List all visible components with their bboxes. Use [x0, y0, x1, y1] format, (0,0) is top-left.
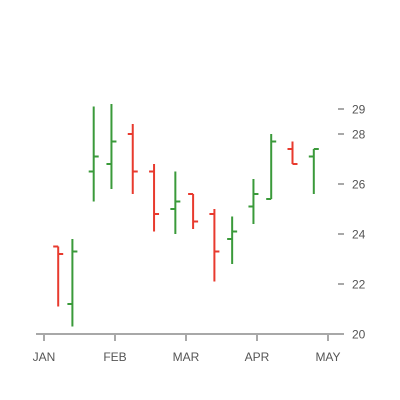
y-tick-label: 20 — [352, 328, 366, 342]
ohlc-bar — [127, 124, 138, 194]
y-tick-label: 22 — [352, 278, 366, 292]
x-tick-label: JAN — [33, 350, 56, 364]
ohlc-bar — [149, 164, 160, 232]
x-tick-label: MAR — [173, 350, 200, 364]
ohlc-bar — [53, 245, 64, 307]
y-axis: 20 22 24 26 28 29 — [338, 103, 366, 342]
y-tick-label: 24 — [352, 228, 366, 242]
x-axis: JAN FEB MAR APR MAY — [33, 333, 344, 364]
y-tick-label: 29 — [352, 103, 366, 117]
ohlc-bar — [266, 134, 277, 200]
x-tick-label: FEB — [103, 350, 126, 364]
y-tick-label: 26 — [352, 178, 366, 192]
x-tick-label: MAY — [315, 350, 340, 364]
ohlc-bar — [209, 209, 220, 282]
y-tick-label: 28 — [352, 128, 366, 142]
ohlc-bar — [287, 141, 298, 165]
ohlc-bar — [248, 179, 259, 224]
ohlc-bar — [106, 104, 117, 189]
ohlc-bar — [188, 193, 199, 229]
ohlc-bar — [227, 216, 238, 264]
ohlc-bar — [308, 148, 319, 194]
x-tick-label: APR — [245, 350, 270, 364]
ohlc-bar — [88, 106, 99, 202]
ohlc-bar — [170, 171, 181, 234]
ohlc-bar — [67, 239, 78, 327]
plot-area — [53, 104, 319, 327]
